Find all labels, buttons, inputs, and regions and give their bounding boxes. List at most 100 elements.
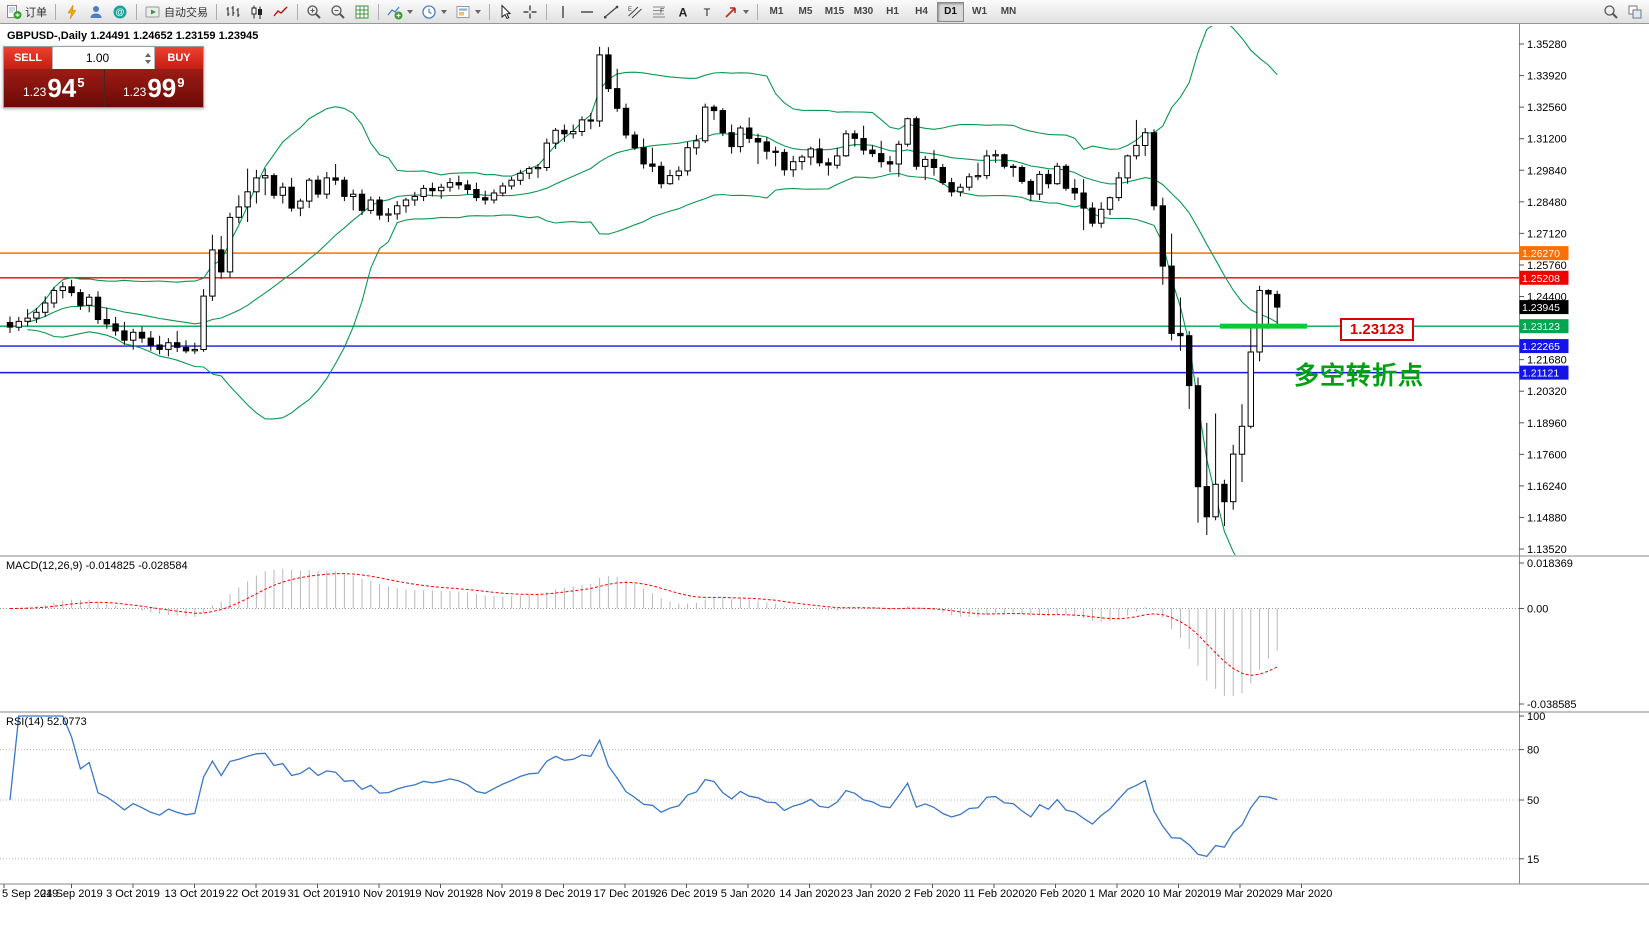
date-label: 31 Oct 2019 [288, 888, 348, 900]
indicators-button[interactable] [383, 1, 417, 23]
bid-price-small: 1.23 [22, 85, 47, 99]
text-button[interactable]: A [671, 1, 695, 23]
community-button[interactable]: @ [108, 1, 132, 23]
periods-button[interactable] [417, 1, 451, 23]
candlestick-chart-button[interactable] [245, 1, 269, 23]
date-label: 17 Dec 2019 [594, 888, 656, 900]
new-order-button[interactable]: 订单 [2, 1, 51, 23]
volume-field [52, 47, 155, 69]
timeframe-m5[interactable]: M5 [792, 2, 819, 22]
zoom-in-button[interactable] [302, 1, 326, 23]
rsi-tick-label: 100 [1527, 711, 1545, 723]
svg-text:@: @ [115, 7, 124, 17]
bid-price-button[interactable]: 1.23 94 5 [4, 69, 104, 107]
timeframe-m15[interactable]: M15 [821, 2, 848, 22]
one-click-trading-panel: SELL BUY 1.23 94 5 1.23 99 9 [3, 46, 204, 108]
date-label: 23 Jan 2020 [841, 888, 902, 900]
ask-price-button[interactable]: 1.23 99 9 [103, 69, 203, 107]
zoom-out-button[interactable] [326, 1, 350, 23]
volume-input[interactable] [53, 47, 154, 69]
price-marker-label: 1.26270 [1522, 248, 1560, 260]
line-chart-button[interactable] [269, 1, 293, 23]
timeframe-m1[interactable]: M1 [763, 2, 790, 22]
channel-button[interactable]: E [623, 1, 647, 23]
toolbar-separator [546, 3, 547, 20]
crosshair-icon [522, 4, 538, 20]
price-marker [1519, 246, 1569, 261]
svg-text:E: E [628, 7, 632, 13]
search-button[interactable] [1599, 1, 1623, 23]
timeframe-w1[interactable]: W1 [966, 2, 993, 22]
price-marker [1519, 270, 1569, 285]
toolbar: 订单 @ 自动交易 E F A T M1 M5 M15 M30 H1 H4 D1 W1 MN [0, 0, 1649, 24]
price-tick-label: 1.16240 [1527, 481, 1567, 493]
grid-button[interactable] [350, 1, 374, 23]
price-tick-label: 1.14880 [1527, 512, 1567, 524]
price-tick-label: 1.33920 [1527, 71, 1567, 83]
macd-indicator-label: MACD(12,26,9) -0.014825 -0.028584 [6, 560, 188, 572]
volume-spinner[interactable] [142, 48, 153, 68]
bar-chart-icon [225, 4, 241, 20]
bar-chart-button[interactable] [221, 1, 245, 23]
price-marker-label: 1.23945 [1522, 302, 1560, 314]
ask-price-big: 99 [147, 73, 177, 103]
ask-price-sup: 9 [177, 74, 185, 90]
price-marker [1519, 339, 1569, 354]
rsi-indicator-label: RSI(14) 52.0773 [6, 716, 87, 728]
lightning-icon [64, 4, 80, 20]
price-tick-label: 1.17600 [1527, 449, 1567, 461]
crosshair-button[interactable] [518, 1, 542, 23]
chart-title: GBPUSD-,Daily 1.24491 1.24652 1.23159 1.… [7, 30, 259, 42]
date-label: 20 Feb 2020 [1025, 888, 1087, 900]
price-tick-label: 1.21680 [1527, 355, 1567, 367]
profile-icon [88, 4, 104, 20]
trendline-icon [603, 4, 619, 20]
windows-button[interactable] [1623, 1, 1647, 23]
trendline-button[interactable] [599, 1, 623, 23]
price-marker [1519, 319, 1569, 334]
turning-point-annotation: 多空转折点 [1294, 361, 1425, 390]
spinner-up-icon[interactable] [144, 52, 151, 57]
buy-button[interactable]: BUY [155, 47, 203, 69]
fibonacci-icon: F [651, 4, 667, 20]
sell-button[interactable]: SELL [4, 47, 52, 69]
periods-icon [421, 4, 437, 20]
price-marker [1519, 300, 1569, 315]
price-tick-label: 1.13520 [1527, 544, 1567, 556]
date-label: 28 Nov 2019 [471, 888, 533, 900]
toolbar-separator [378, 3, 379, 20]
cursor-button[interactable] [494, 1, 518, 23]
label-button[interactable]: T [695, 1, 719, 23]
lightning-button[interactable] [60, 1, 84, 23]
svg-text:T: T [704, 7, 711, 19]
new-order-icon [6, 4, 22, 20]
arrows-button[interactable] [719, 1, 753, 23]
line-chart-icon [273, 4, 289, 20]
profile-button[interactable] [84, 1, 108, 23]
toolbar-separator [489, 3, 490, 20]
windows-icon [1627, 4, 1643, 20]
macd-tick-label: -0.038585 [1527, 699, 1577, 711]
macd-layer [0, 568, 1519, 697]
autotrade-button[interactable]: 自动交易 [141, 1, 212, 23]
fibonacci-button[interactable]: F [647, 1, 671, 23]
timeframe-h4[interactable]: H4 [908, 2, 935, 22]
date-label: 19 Mar 2020 [1209, 888, 1271, 900]
price-marker [1519, 365, 1569, 380]
toolbar-separator [55, 3, 56, 20]
vertical-line-button[interactable] [551, 1, 575, 23]
timeframe-h1[interactable]: H1 [879, 2, 906, 22]
price-tick-label: 1.35280 [1527, 39, 1567, 51]
templates-button[interactable] [451, 1, 485, 23]
timeframe-m30[interactable]: M30 [850, 2, 877, 22]
horizontal-line-button[interactable] [575, 1, 599, 23]
spinner-down-icon[interactable] [144, 59, 151, 64]
rsi-line [9, 715, 1278, 858]
timeframe-d1[interactable]: D1 [937, 1, 964, 22]
arrows-icon [723, 4, 739, 20]
price-tick-label: 1.18960 [1527, 418, 1567, 430]
price-tick-label: 1.27120 [1527, 228, 1567, 240]
date-label: 13 Oct 2019 [165, 888, 225, 900]
timeframe-mn[interactable]: MN [995, 2, 1022, 22]
